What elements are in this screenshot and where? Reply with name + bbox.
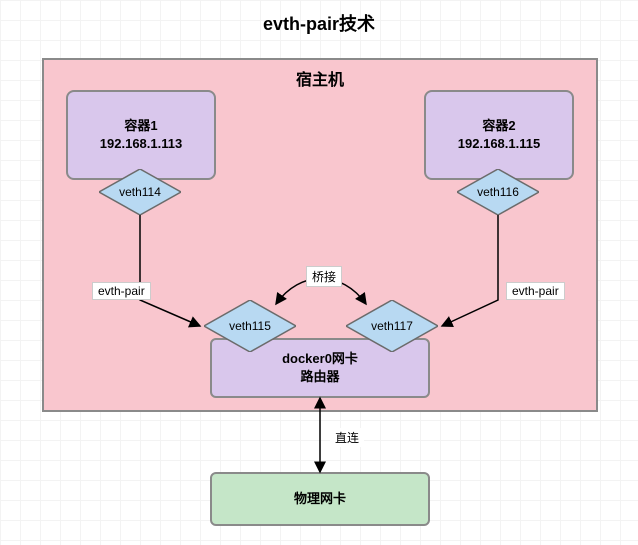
diamond-veth115: veth115 xyxy=(204,300,296,352)
diamond-veth116: veth116 xyxy=(457,169,539,215)
node-physical-nic: 物理网卡 xyxy=(210,472,430,526)
node-container2: 容器2192.168.1.115 xyxy=(424,90,574,180)
node-text-line: 192.168.1.113 xyxy=(100,135,182,153)
diamond-label: veth116 xyxy=(477,185,519,199)
node-text-line: docker0网卡 xyxy=(282,350,358,368)
diamond-label: veth114 xyxy=(119,185,161,199)
diamond-label: veth117 xyxy=(371,319,413,333)
node-text-line: 192.168.1.115 xyxy=(458,135,540,153)
diamond-veth117: veth117 xyxy=(346,300,438,352)
node-container1: 容器1192.168.1.113 xyxy=(66,90,216,180)
edge-label-bridge: 桥接 xyxy=(306,266,342,287)
node-text-line: 物理网卡 xyxy=(294,490,346,508)
node-text-line: 容器2 xyxy=(482,117,515,135)
node-text-line: 容器1 xyxy=(124,117,157,135)
edge-label-left-pair: evth-pair xyxy=(92,282,151,300)
diamond-label: veth115 xyxy=(229,319,271,333)
edge-label-direct: 直连 xyxy=(330,428,364,447)
diagram-title: evth-pair技术 xyxy=(0,10,638,36)
node-text-line: 路由器 xyxy=(300,368,339,386)
edge-label-right-pair: evth-pair xyxy=(506,282,565,300)
host-label: 宿主机 xyxy=(44,66,596,90)
diamond-veth114: veth114 xyxy=(99,169,181,215)
